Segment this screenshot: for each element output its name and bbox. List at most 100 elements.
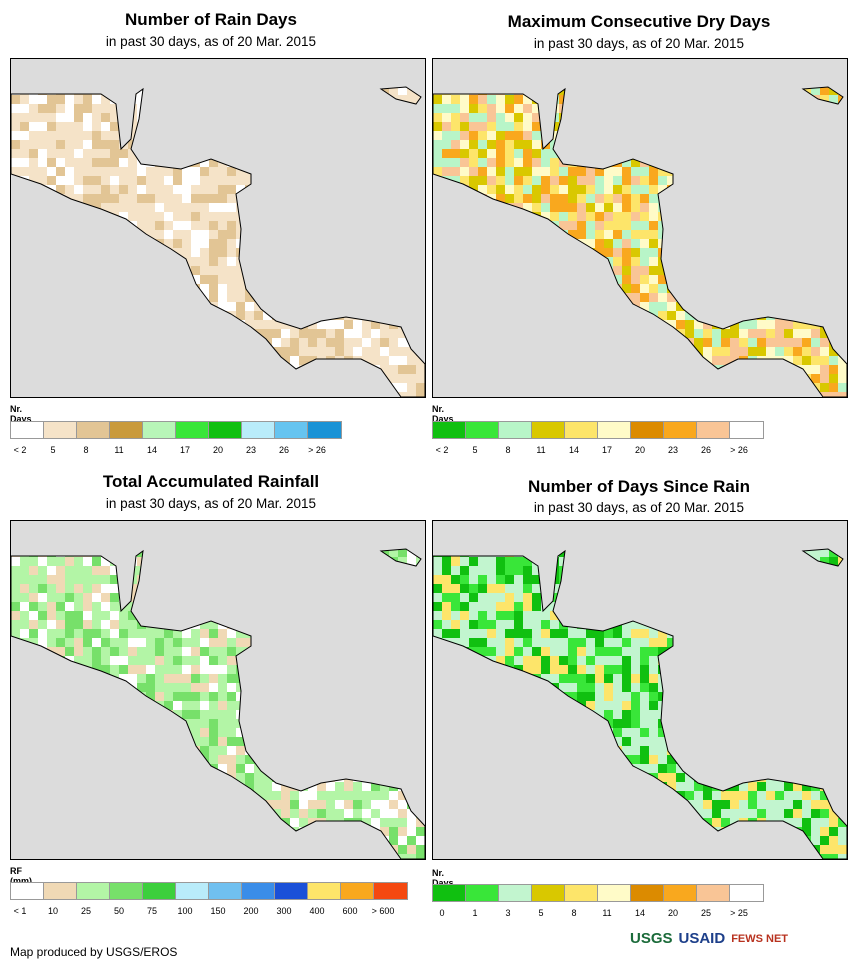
panel-title: Total Accumulated Rainfall — [102, 472, 320, 491]
legend-swatch — [730, 885, 763, 901]
legend-label: > 26 — [730, 445, 748, 455]
panel-title: Number of Days Since Rain — [527, 477, 750, 496]
legend-label: 23 — [667, 445, 679, 455]
legend-label: 150 — [210, 906, 226, 916]
legend-swatch — [466, 422, 499, 438]
legend-swatch — [565, 422, 598, 438]
legend-label: < 2 — [435, 445, 449, 455]
legend-label: 11 — [602, 908, 612, 918]
legend-swatch — [176, 883, 209, 899]
legend-label: 25 — [80, 906, 92, 916]
legend-label: 14 — [568, 445, 580, 455]
legend-swatch — [697, 422, 730, 438]
logo-strip: USGS USAID FEWS NET — [630, 930, 788, 947]
legend-label: 14 — [146, 445, 158, 455]
coastline — [433, 87, 847, 397]
legend-title: Nr. Days — [432, 404, 454, 424]
legend-label: 50 — [113, 906, 125, 916]
legend-bar — [10, 882, 408, 900]
legend-swatch — [77, 422, 110, 438]
map-rainfall[interactable] — [10, 520, 426, 860]
legend-label: 400 — [309, 906, 325, 916]
fews-net-logo: FEWS NET — [731, 932, 789, 945]
usaid-logo: USAID — [678, 930, 726, 947]
legend-swatch — [11, 883, 44, 899]
legend-label: 75 — [146, 906, 158, 916]
legend-label: 0 — [439, 908, 445, 918]
legend-label: > 600 — [371, 906, 395, 916]
legend-swatch — [242, 883, 275, 899]
coastline — [11, 549, 425, 859]
legend-swatch — [664, 885, 697, 901]
legend-bar — [10, 421, 342, 439]
legend-swatch — [433, 885, 466, 901]
panel-subtitle: in past 30 days, as of 20 Mar. 2015 — [533, 500, 745, 515]
coastline — [801, 548, 844, 567]
legend-swatch — [308, 883, 341, 899]
legend-swatch — [433, 422, 466, 438]
legend-swatch — [499, 885, 532, 901]
map-rain-days[interactable] — [10, 58, 426, 398]
legend-swatch — [730, 422, 763, 438]
footer-credit: Map produced by USGS/EROS — [10, 945, 178, 959]
coastline — [11, 87, 425, 397]
legend-swatch — [77, 883, 110, 899]
legend-swatch — [275, 422, 308, 438]
legend-swatch — [242, 422, 275, 438]
coastline — [379, 86, 422, 105]
legend-swatch — [565, 885, 598, 901]
legend-label: 14 — [634, 908, 646, 918]
legend-swatch — [466, 885, 499, 901]
legend-swatch — [44, 883, 77, 899]
legend-label: 17 — [601, 445, 613, 455]
panel-title: Maximum Consecutive Dry Days — [507, 12, 771, 31]
legend-label: 8 — [571, 908, 577, 918]
legend-swatch — [209, 883, 242, 899]
legend-swatch — [110, 422, 143, 438]
legend-label: 20 — [634, 445, 646, 455]
legend-swatch — [664, 422, 697, 438]
legend-swatch — [532, 422, 565, 438]
legend-swatch — [308, 422, 341, 438]
legend-label: 10 — [47, 906, 59, 916]
legend-swatch — [631, 422, 664, 438]
legend-swatch — [697, 885, 730, 901]
legend-label: 26 — [278, 445, 290, 455]
legend-label: 3 — [505, 908, 511, 918]
legend-label: 100 — [177, 906, 193, 916]
legend-label: 20 — [212, 445, 224, 455]
usgs-logo: USGS — [630, 930, 673, 947]
legend-label: 25 — [700, 908, 712, 918]
legend-label: < 2 — [13, 445, 27, 455]
legend-swatch — [275, 883, 308, 899]
legend-label: 17 — [179, 445, 191, 455]
legend-swatch — [631, 885, 664, 901]
legend-label: 8 — [505, 445, 511, 455]
legend-swatch — [598, 422, 631, 438]
panel-subtitle: in past 30 days, as of 20 Mar. 2015 — [105, 496, 317, 511]
map-dry-days[interactable] — [432, 58, 848, 398]
map-days-since-rain[interactable] — [432, 520, 848, 860]
legend-label: 8 — [83, 445, 89, 455]
legend-label: 23 — [245, 445, 257, 455]
legend-swatch — [44, 422, 77, 438]
legend-label: 5 — [472, 445, 478, 455]
legend-title: RF (mm) — [10, 866, 32, 886]
legend-swatch — [11, 422, 44, 438]
legend-swatch — [532, 885, 565, 901]
legend-label: 5 — [50, 445, 56, 455]
legend-bar — [432, 421, 764, 439]
coastline — [379, 548, 422, 567]
legend-swatch — [176, 422, 209, 438]
legend-label: 11 — [536, 445, 546, 455]
legend-swatch — [598, 885, 631, 901]
legend-label: 5 — [538, 908, 544, 918]
legend-swatch — [209, 422, 242, 438]
legend-label: 11 — [114, 445, 124, 455]
legend-label: > 26 — [308, 445, 326, 455]
legend-swatch — [143, 422, 176, 438]
legend-swatch — [143, 883, 176, 899]
legend-title: Nr. Days — [10, 404, 32, 424]
panel-title: Number of Rain Days — [125, 10, 297, 29]
legend-label: > 25 — [730, 908, 748, 918]
